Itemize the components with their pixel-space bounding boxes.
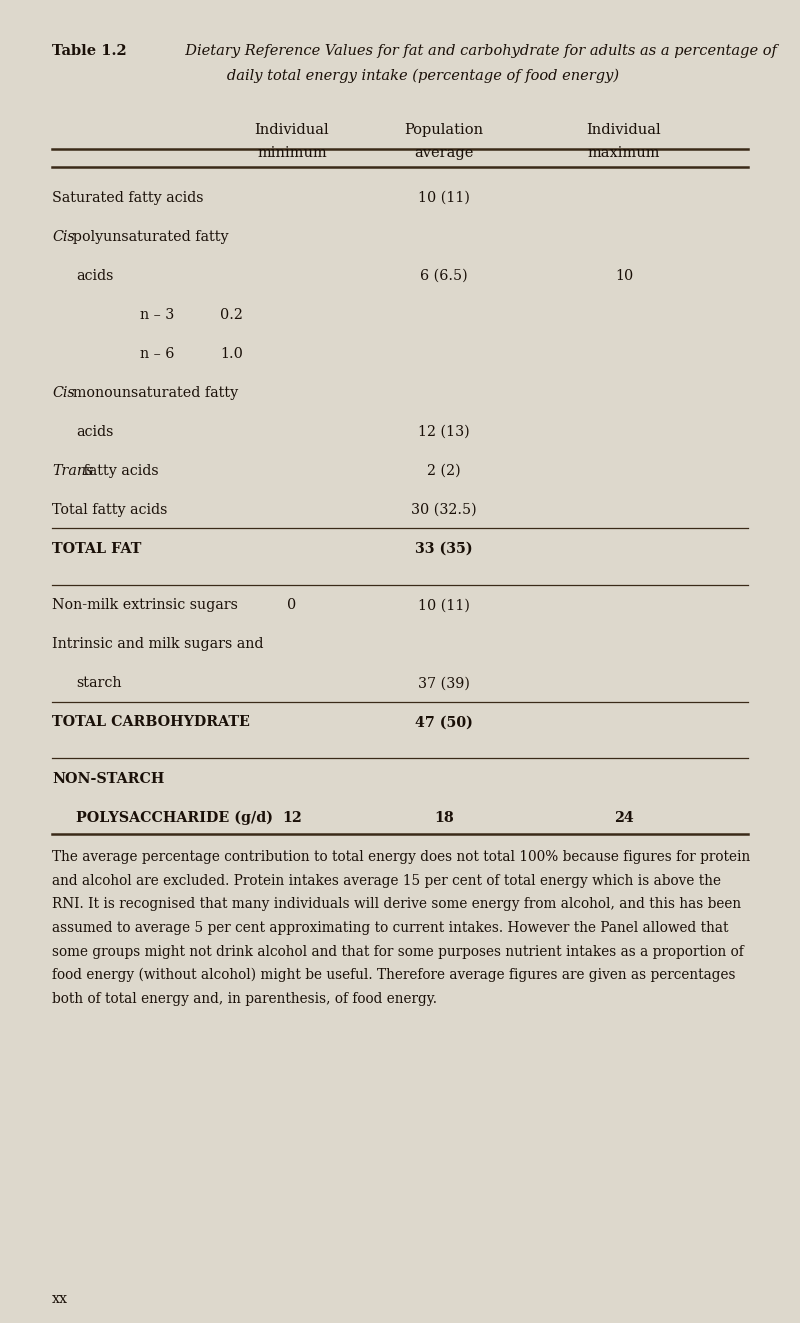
Text: starch: starch: [76, 676, 122, 691]
Text: POLYSACCHARIDE (g/d): POLYSACCHARIDE (g/d): [76, 811, 273, 826]
Text: 24: 24: [614, 811, 634, 826]
Text: TOTAL FAT: TOTAL FAT: [52, 541, 142, 556]
Text: -monounsaturated fatty: -monounsaturated fatty: [68, 385, 238, 400]
Text: Saturated fatty acids: Saturated fatty acids: [52, 191, 203, 205]
Text: Intrinsic and milk sugars and: Intrinsic and milk sugars and: [52, 638, 263, 651]
Text: 0.2: 0.2: [220, 307, 243, 321]
Text: food energy (without alcohol) might be useful. Therefore average figures are giv: food energy (without alcohol) might be u…: [52, 968, 735, 983]
Text: daily total energy intake (percentage of food energy): daily total energy intake (percentage of…: [176, 67, 619, 82]
Text: 10: 10: [615, 269, 633, 283]
Text: The average percentage contribution to total energy does not total 100% because : The average percentage contribution to t…: [52, 851, 750, 864]
Text: 1.0: 1.0: [220, 347, 243, 361]
Text: Individual: Individual: [586, 123, 662, 138]
Text: and alcohol are excluded. Protein intakes average 15 per cent of total energy wh: and alcohol are excluded. Protein intake…: [52, 875, 721, 888]
Text: 12 (13): 12 (13): [418, 425, 470, 439]
Text: assumed to average 5 per cent approximating to current intakes. However the Pane: assumed to average 5 per cent approximat…: [52, 921, 729, 935]
Text: maximum: maximum: [588, 146, 660, 160]
Text: 18: 18: [434, 811, 454, 826]
Text: 12: 12: [282, 811, 302, 826]
Text: Total fatty acids: Total fatty acids: [52, 503, 167, 517]
Text: 0: 0: [287, 598, 297, 613]
Text: TOTAL CARBOHYDRATE: TOTAL CARBOHYDRATE: [52, 716, 250, 729]
Text: some groups might not drink alcohol and that for some purposes nutrient intakes : some groups might not drink alcohol and …: [52, 945, 744, 959]
Text: minimum: minimum: [257, 146, 327, 160]
Text: n – 3: n – 3: [140, 307, 174, 321]
Text: fatty acids: fatty acids: [78, 463, 158, 478]
Text: 33 (35): 33 (35): [415, 541, 473, 556]
Text: Cis: Cis: [52, 230, 74, 243]
Text: 10 (11): 10 (11): [418, 598, 470, 613]
Text: 47 (50): 47 (50): [415, 716, 473, 729]
Text: 30 (32.5): 30 (32.5): [411, 503, 477, 517]
Text: -polyunsaturated fatty: -polyunsaturated fatty: [68, 230, 229, 243]
Text: RNI. It is recognised that many individuals will derive some energy from alcohol: RNI. It is recognised that many individu…: [52, 897, 741, 912]
Text: Individual: Individual: [254, 123, 330, 138]
Text: Population: Population: [405, 123, 483, 138]
Text: n – 6: n – 6: [140, 347, 174, 361]
Text: xx: xx: [52, 1291, 68, 1306]
Text: 2 (2): 2 (2): [427, 463, 461, 478]
Text: Non-milk extrinsic sugars: Non-milk extrinsic sugars: [52, 598, 238, 613]
Text: Trans: Trans: [52, 463, 94, 478]
Text: both of total energy and, in parenthesis, of food energy.: both of total energy and, in parenthesis…: [52, 992, 437, 1005]
Text: acids: acids: [76, 269, 114, 283]
Text: NON-STARCH: NON-STARCH: [52, 773, 164, 786]
Text: average: average: [414, 146, 474, 160]
Text: Table 1.2: Table 1.2: [52, 44, 126, 58]
Text: 6 (6.5): 6 (6.5): [420, 269, 468, 283]
Text: Cis: Cis: [52, 385, 74, 400]
Text: Dietary Reference Values for fat and carbohydrate for adults as a percentage of: Dietary Reference Values for fat and car…: [176, 44, 777, 58]
Text: acids: acids: [76, 425, 114, 439]
Text: 10 (11): 10 (11): [418, 191, 470, 205]
Text: 37 (39): 37 (39): [418, 676, 470, 691]
